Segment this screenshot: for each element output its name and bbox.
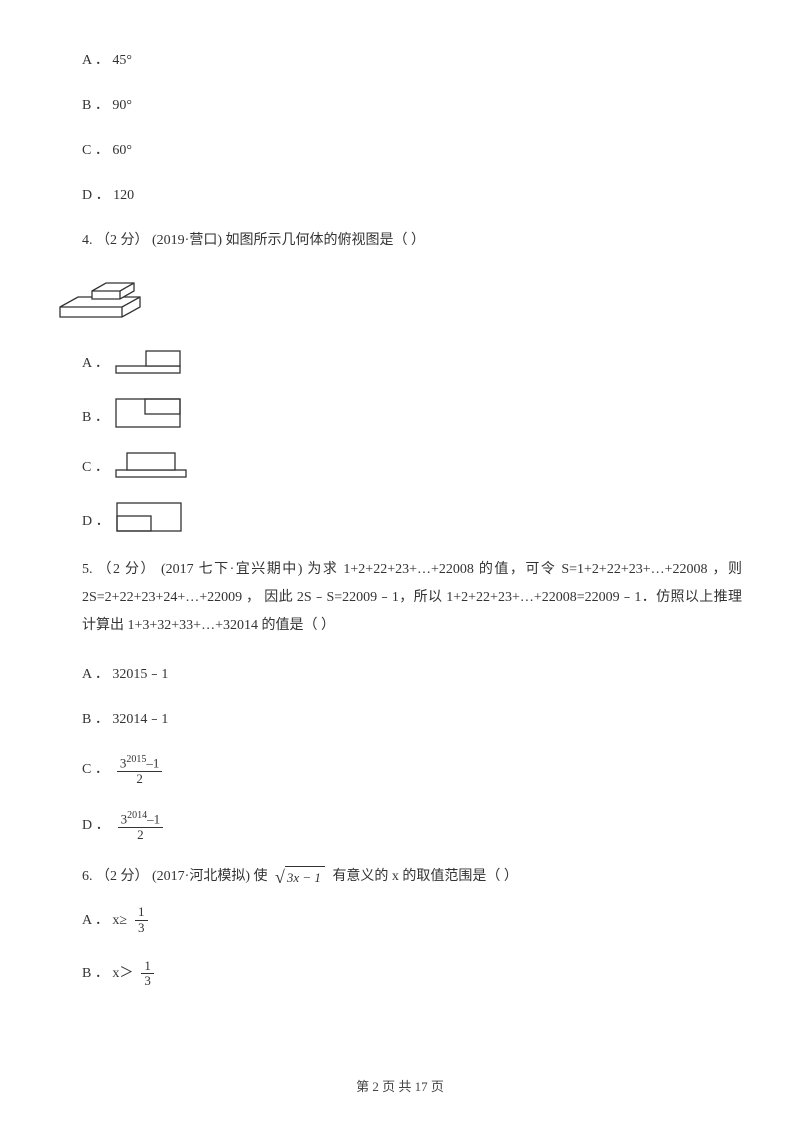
q4-option-B: B ． [58, 398, 742, 428]
q5-option-A: A ． 32015﹣1 [58, 664, 742, 685]
q5-line1: 5. （2 分） (2017 七下·宜兴期中) 为求 1+2+22+23+…+2… [82, 562, 742, 577]
tail: –1 [146, 755, 159, 770]
option-label: B ． [82, 407, 109, 428]
q5-option-B: B ． 32014﹣1 [58, 709, 742, 730]
option-label: A ． x≥ [82, 910, 127, 931]
fraction: 1 3 [135, 905, 148, 935]
sqrt-expr: √ 3x − 1 [275, 866, 325, 888]
page-content: A ． 45° B ． 90° C ． 60° D ． 120 4. （2 分）… [0, 0, 800, 989]
option-A-shape [115, 350, 181, 374]
denominator: 3 [141, 974, 154, 988]
option-label: D ． [82, 815, 110, 836]
page-footer: 第 2 页 共 17 页 [0, 1077, 800, 1097]
denominator: 3 [135, 921, 148, 935]
q6-stem: 6. （2 分） (2017·河北模拟) 使 √ 3x − 1 有意义的 x 的… [58, 866, 742, 888]
sqrt-icon: √ [275, 868, 285, 886]
tail: –1 [147, 811, 160, 826]
fraction: 32014–1 2 [118, 810, 164, 842]
q5-option-D: D ． 32014–1 2 [58, 810, 742, 842]
fraction: 32015–1 2 [117, 754, 163, 786]
option-label: B ． x＞ [82, 963, 133, 984]
option-label: C ． [82, 759, 109, 780]
option-label: D ． [82, 511, 110, 532]
fraction: 1 3 [141, 959, 154, 989]
q3-option-C: C ． 60° [58, 140, 742, 161]
numerator: 1 [141, 959, 154, 974]
q5-stem: 5. （2 分） (2017 七下·宜兴期中) 为求 1+2+22+23+…+2… [58, 556, 742, 640]
exponent: 2015 [126, 754, 146, 765]
q5-line3: 1+3+32+33+…+32014 的值是（ ） [128, 618, 335, 633]
q4-option-A: A ． [58, 350, 742, 374]
q3-option-B: B ． 90° [58, 95, 742, 116]
q4-option-C: C ． [58, 452, 742, 478]
q3-option-D: D ． 120 [58, 185, 742, 206]
option-label: C ． [82, 457, 109, 478]
q6-pre: 6. （2 分） (2017·河北模拟) 使 [82, 869, 271, 884]
option-B-shape [115, 398, 181, 428]
q4-solid-figure [58, 269, 742, 328]
q4-option-D: D ． [58, 502, 742, 532]
q6-post: 有意义的 x 的取值范围是（ ） [332, 869, 518, 884]
q3-option-A: A ． 45° [58, 50, 742, 71]
q6-option-A: A ． x≥ 1 3 [58, 905, 742, 935]
sqrt-body: 3x − 1 [285, 866, 325, 888]
q4-stem: 4. （2 分） (2019·营口) 如图所示几何体的俯视图是（ ） [58, 230, 742, 251]
numerator: 1 [135, 905, 148, 920]
option-C-shape [115, 452, 187, 478]
denominator: 2 [134, 828, 147, 842]
option-D-shape [116, 502, 182, 532]
exponent: 2014 [127, 810, 147, 821]
denominator: 2 [133, 772, 146, 786]
q6-option-B: B ． x＞ 1 3 [58, 959, 742, 989]
option-label: A ． [82, 353, 109, 374]
q5-option-C: C ． 32015–1 2 [58, 754, 742, 786]
